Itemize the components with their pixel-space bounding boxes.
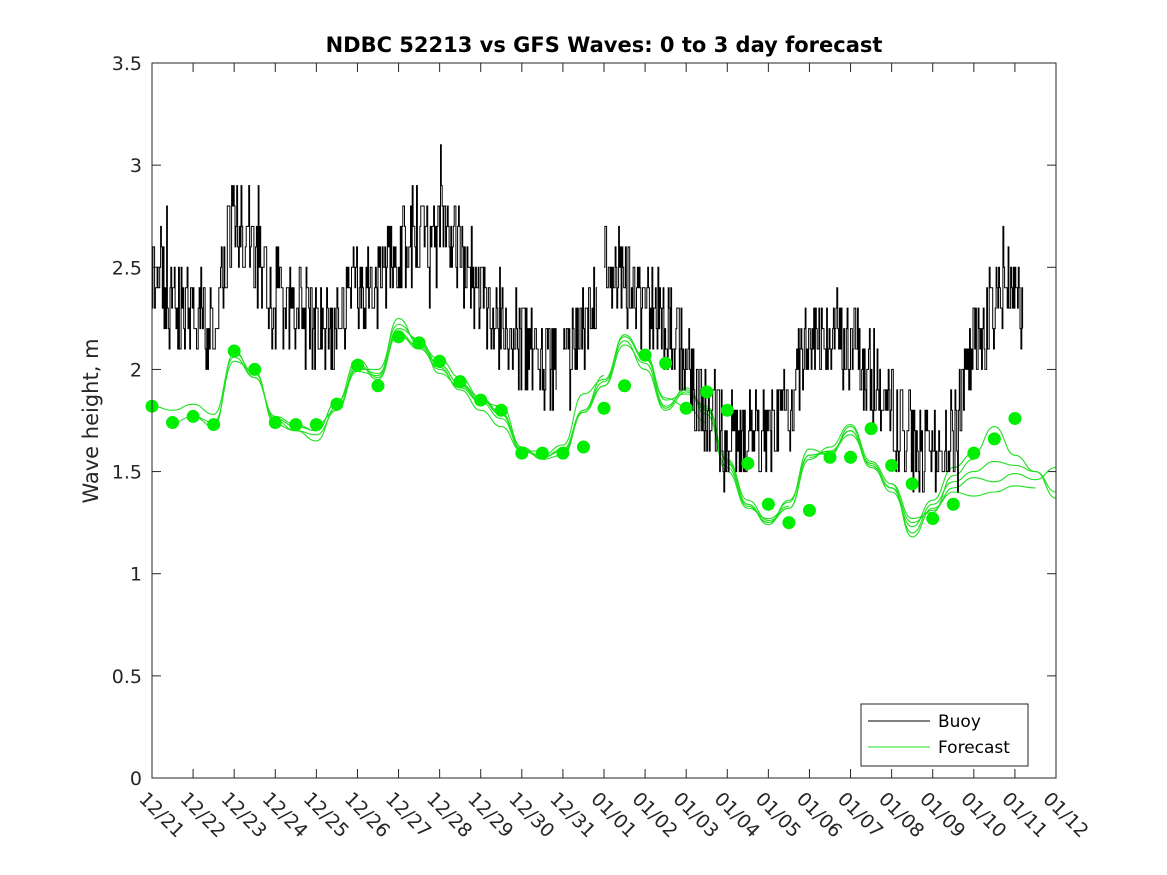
forecast-marker: [494, 403, 508, 417]
x-tick-label: 01/11: [997, 788, 1051, 842]
forecast-run-line: [809, 434, 1057, 524]
forecast-marker: [864, 422, 878, 436]
legend-buoy-label: Buoy: [938, 712, 981, 732]
forecast-marker: [618, 379, 632, 393]
forecast-marker: [412, 336, 426, 350]
forecast-marker: [659, 356, 673, 370]
legend-forecast-label: Forecast: [938, 738, 1010, 758]
x-tick-label: 01/08: [874, 788, 928, 842]
forecast-marker: [823, 450, 837, 464]
forecast-marker: [474, 393, 488, 407]
x-tick-label: 01/04: [710, 788, 764, 842]
buoy-series: [152, 144, 1024, 493]
forecast-marker: [987, 432, 1001, 446]
forecast-marker: [844, 450, 858, 464]
forecast-marker: [720, 403, 734, 417]
forecast-marker: [576, 440, 590, 454]
y-tick-label: 0.5: [112, 666, 142, 688]
forecast-marker: [268, 416, 282, 430]
forecast-marker: [330, 397, 344, 411]
x-tick-label: 12/24: [258, 788, 312, 842]
x-tick-label: 01/02: [628, 788, 682, 842]
forecast-marker: [309, 418, 323, 432]
plot-border: [151, 62, 1057, 779]
x-tick-label: 01/10: [956, 788, 1010, 842]
forecast-marker: [166, 416, 180, 430]
x-tick-label: 12/23: [217, 788, 271, 842]
y-tick-label: 1: [130, 564, 142, 586]
legend-box: [860, 703, 1029, 767]
x-tick-label: 12/25: [299, 788, 353, 842]
x-tick-label: 12/21: [134, 788, 188, 842]
forecast-marker: [535, 446, 549, 460]
forecast-marker: [289, 418, 303, 432]
forecast-marker: [207, 418, 221, 432]
forecast-marker: [782, 516, 796, 530]
forecast-marker: [186, 409, 200, 423]
forecast-run-line: [562, 344, 974, 522]
plot-area: [152, 63, 1056, 778]
forecast-marker: [946, 497, 960, 511]
forecast-marker: [371, 379, 385, 393]
y-tick-label: 3: [130, 155, 142, 177]
forecast-marker: [1008, 411, 1022, 425]
x-tick-label: 01/05: [751, 788, 805, 842]
x-tick-label: 12/31: [545, 788, 599, 842]
y-tick-label: 0: [130, 768, 142, 790]
x-tick-label: 12/27: [381, 788, 435, 842]
chart-title: NDBC 52213 vs GFS Waves: 0 to 3 day fore…: [326, 33, 883, 57]
forecast-marker: [967, 446, 981, 460]
forecast-marker: [227, 344, 241, 358]
forecast-marker: [700, 385, 714, 399]
legend: Buoy Forecast: [860, 703, 1029, 767]
forecast-marker: [638, 348, 652, 362]
y-tick-label: 3.5: [112, 53, 142, 75]
y-tick-label: 1.5: [112, 462, 142, 484]
x-tick-label: 01/07: [833, 788, 887, 842]
forecast-markers: [145, 330, 1022, 530]
forecast-marker: [350, 358, 364, 372]
x-tick-label: 01/03: [669, 788, 723, 842]
x-tick-label: 01/01: [586, 788, 640, 842]
forecast-marker: [885, 458, 899, 472]
forecast-marker: [926, 512, 940, 526]
forecast-marker: [392, 330, 406, 344]
x-tick-label: 01/09: [915, 788, 969, 842]
forecast-marker: [905, 477, 919, 491]
forecast-marker: [248, 362, 262, 376]
forecast-marker: [802, 503, 816, 517]
forecast-marker: [597, 401, 611, 415]
x-tick-label: 01/12: [1038, 788, 1092, 842]
forecast-run-line: [891, 483, 1036, 538]
forecast-marker: [515, 446, 529, 460]
forecast-marker: [679, 401, 693, 415]
forecast-marker: [453, 375, 467, 389]
x-axis: 12/2112/2212/2312/2412/2512/2612/2712/28…: [134, 788, 1092, 842]
x-tick-label: 12/26: [340, 788, 394, 842]
y-axis-label: Wave height, m: [79, 338, 103, 503]
x-tick-label: 12/28: [422, 788, 476, 842]
y-axis: 0 0.5 1 1.5 2 2.5 3 3.5: [112, 53, 142, 790]
y-tick-label: 2: [130, 359, 142, 381]
forecast-marker: [433, 354, 447, 368]
x-tick-label: 12/22: [176, 788, 230, 842]
y-tick-label: 2.5: [112, 257, 142, 279]
x-tick-label: 12/30: [504, 788, 558, 842]
forecast-marker: [741, 456, 755, 470]
x-tick-label: 12/29: [463, 788, 517, 842]
forecast-run-line: [480, 340, 892, 526]
buoy-line: [152, 144, 1024, 493]
x-tick-label: 01/06: [792, 788, 846, 842]
forecast-marker: [556, 446, 570, 460]
forecast-marker: [761, 497, 775, 511]
